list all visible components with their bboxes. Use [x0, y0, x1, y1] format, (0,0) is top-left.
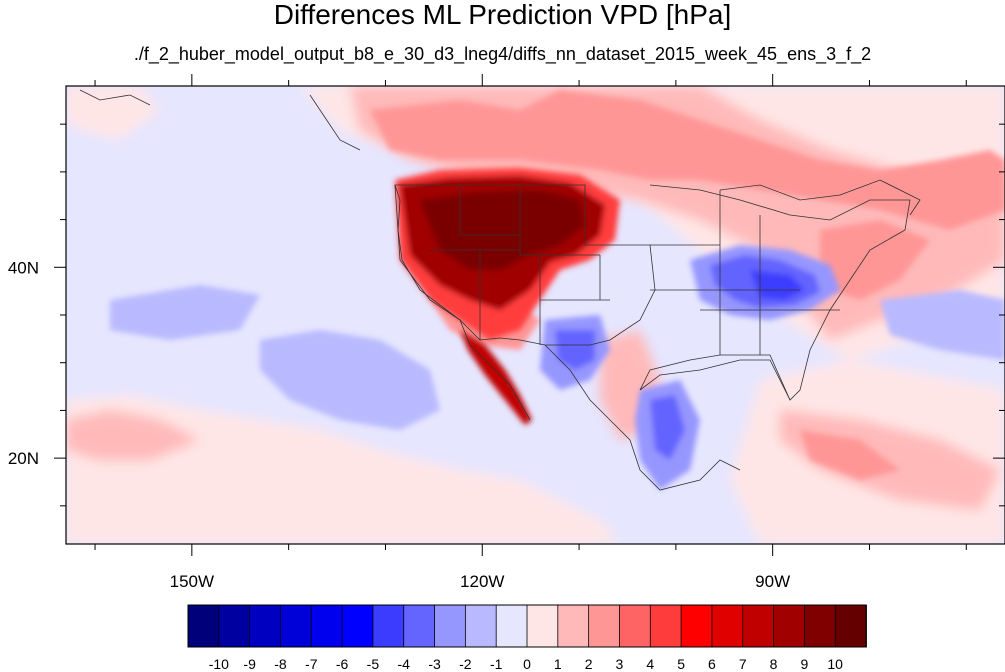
- colorbar-box: [649, 604, 682, 648]
- colorbar-box: [588, 604, 621, 648]
- colorbar-label: -2: [459, 656, 472, 672]
- colorbar-label: -3: [428, 656, 441, 672]
- y-tick-label: 20N: [8, 449, 39, 468]
- colorbar-box: [218, 604, 251, 648]
- colorbar-box: [372, 604, 405, 648]
- colorbar-label: 8: [770, 656, 778, 672]
- x-tick-label: 120W: [460, 572, 504, 591]
- map-subtitle: ./f_2_huber_model_output_b8_e_30_d3_lneg…: [133, 44, 872, 64]
- colorbar-box: [403, 604, 436, 648]
- map-field: [66, 86, 1005, 544]
- colorbar-box: [742, 604, 775, 648]
- colorbar-box: [495, 604, 528, 648]
- colorbar-label: -7: [305, 656, 318, 672]
- colorbar-box: [341, 604, 374, 648]
- colorbar-label: 10: [827, 656, 843, 672]
- coastlines: [79, 89, 921, 491]
- colorbar-box: [187, 604, 220, 648]
- colorbar-label: 9: [800, 656, 808, 672]
- colorbar-label: -10: [209, 656, 229, 672]
- map-axis-ticks: 150W 120W 90W 40N 20N: [8, 74, 1005, 591]
- colorbar-label: -8: [274, 656, 287, 672]
- colorbar-box: [434, 604, 467, 648]
- colorbar-label: 4: [646, 656, 654, 672]
- colorbar-box: [310, 604, 343, 648]
- colorbar-label: 1: [554, 656, 562, 672]
- colorbar: -10 -9 -8 -7 -6 -5 -4 -3 -2 -1 0 1 2 3 4 5 6 7 8 9 10: [187, 604, 867, 672]
- x-tick-label: 90W: [755, 572, 790, 591]
- colorbar-box: [680, 604, 713, 648]
- colorbar-label: 6: [708, 656, 716, 672]
- field-blue-eastern-us: [690, 245, 840, 320]
- colorbar-box: [557, 604, 590, 648]
- colorbar-label: 0: [523, 656, 531, 672]
- colorbar-label: -6: [336, 656, 349, 672]
- state-and-country-borders: [394, 184, 911, 401]
- colorbar-box: [280, 604, 313, 648]
- colorbar-box: [773, 604, 806, 648]
- colorbar-box: [834, 604, 867, 648]
- y-tick-label: 40N: [8, 258, 39, 277]
- field-blue-mexico-gulf: [110, 285, 1005, 490]
- colorbar-box: [711, 604, 744, 648]
- colorbar-label: -4: [398, 656, 411, 672]
- colorbar-label: 2: [585, 656, 593, 672]
- colorbar-outline: [187, 604, 867, 648]
- x-tick-label: 150W: [170, 572, 214, 591]
- colorbar-label: 7: [739, 656, 747, 672]
- colorbar-label: -5: [367, 656, 380, 672]
- colorbar-box: [464, 604, 498, 648]
- colorbar-box: [803, 604, 837, 648]
- map-title: Differences ML Prediction VPD [hPa]: [273, 0, 732, 30]
- colorbar-label: -1: [490, 656, 503, 672]
- colorbar-label: -9: [243, 656, 256, 672]
- colorbar-box: [249, 604, 282, 648]
- colorbar-box: [526, 604, 559, 648]
- colorbar-box: [619, 604, 652, 648]
- colorbar-label: 5: [677, 656, 685, 672]
- colorbar-label: 3: [616, 656, 624, 672]
